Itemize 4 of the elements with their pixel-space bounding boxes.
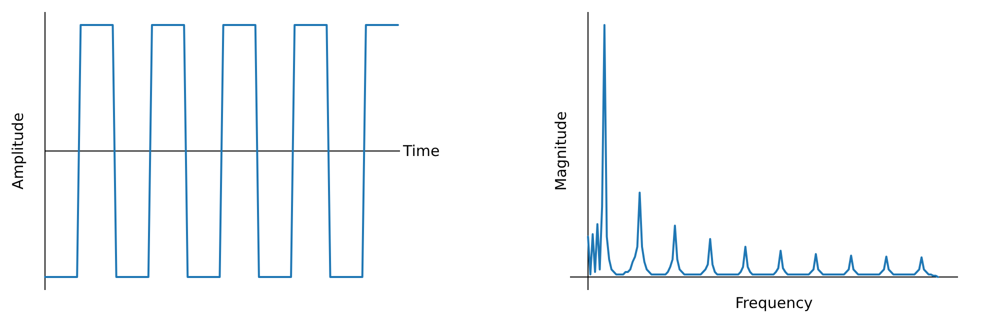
x-axis-title: Frequency bbox=[735, 294, 813, 312]
x-axis-title: Time bbox=[402, 142, 440, 160]
y-axis-title: Magnitude bbox=[552, 111, 570, 191]
y-axis-title: Amplitude bbox=[9, 112, 27, 190]
